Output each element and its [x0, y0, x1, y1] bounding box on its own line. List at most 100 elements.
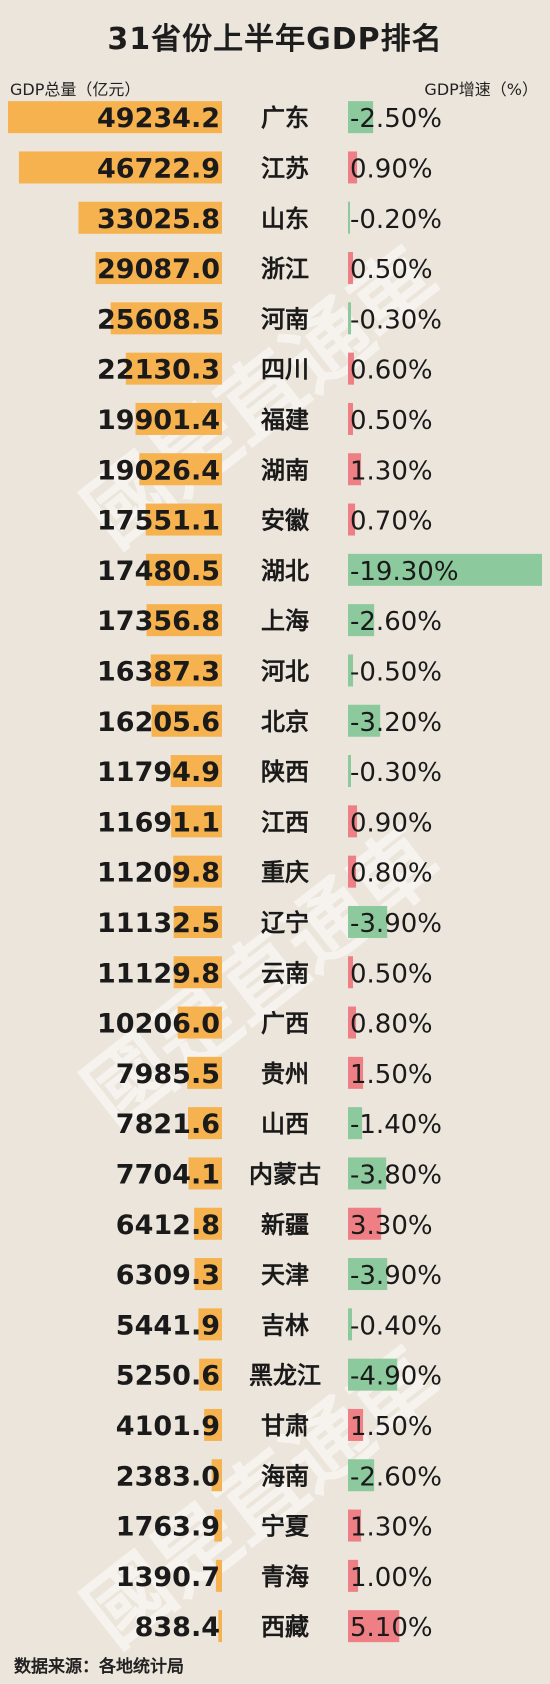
province-label: 河南	[261, 305, 309, 333]
growth-bar	[348, 1358, 398, 1391]
growth-value-label: -3.90%	[350, 1261, 442, 1291]
gdp-bar	[194, 1207, 222, 1240]
gdp-value-label: 2383.0	[116, 1461, 220, 1492]
growth-value-label: -0.40%	[350, 1311, 442, 1341]
gdp-bar	[139, 453, 222, 486]
growth-bar	[348, 503, 356, 536]
gdp-bar	[188, 1107, 222, 1140]
province-label: 广东	[261, 104, 309, 132]
province-label: 吉林	[261, 1311, 309, 1339]
growth-bar	[348, 1157, 387, 1190]
province-label: 宁夏	[261, 1513, 310, 1541]
growth-value-label: 3.30%	[350, 1211, 433, 1241]
province-label: 江苏	[261, 154, 309, 182]
growth-bar	[348, 1509, 362, 1542]
gdp-bar	[18, 151, 223, 184]
growth-value-label: -0.30%	[350, 305, 442, 335]
province-label: 新疆	[261, 1211, 309, 1239]
growth-bar	[348, 402, 354, 435]
province-label: 广西	[261, 1010, 309, 1038]
province-label: 福建	[260, 406, 309, 434]
gdp-value-label: 25608.5	[97, 304, 220, 335]
growth-bar	[348, 905, 388, 938]
growth-value-label: -0.30%	[350, 758, 442, 788]
province-label: 黑龙江	[249, 1362, 321, 1390]
gdp-bar	[218, 1610, 222, 1643]
gdp-value-label: 11129.8	[97, 958, 220, 989]
gdp-bar	[145, 503, 222, 536]
gdp-value-label: 46722.9	[97, 153, 220, 184]
gdp-value-label: 11794.9	[97, 757, 220, 788]
growth-bar	[348, 553, 542, 586]
gdp-bar	[151, 704, 222, 737]
province-label: 海南	[261, 1462, 309, 1490]
province-label: 陕西	[261, 758, 309, 786]
province-label: 青海	[261, 1563, 309, 1591]
growth-bar	[348, 1056, 364, 1089]
gdp-bar	[211, 1459, 222, 1492]
gdp-bar	[125, 352, 222, 385]
province-label: 江西	[261, 808, 309, 836]
gdp-bar	[146, 553, 222, 586]
province-label: 天津	[261, 1261, 309, 1289]
gdp-value-label: 29087.0	[97, 254, 220, 285]
gdp-bar	[173, 905, 222, 938]
gdp-bar	[198, 1308, 222, 1341]
growth-value-label: 0.70%	[350, 507, 433, 537]
gdp-bar	[8, 101, 222, 134]
chart-title: 31省份上半年GDP排名	[107, 22, 443, 57]
gdp-growth-header: GDP增速（%）	[424, 80, 538, 99]
gdp-value-label: 1390.7	[116, 1562, 220, 1593]
province-label: 河北	[261, 657, 309, 685]
growth-value-label: -3.80%	[350, 1160, 442, 1190]
growth-value-label: -1.40%	[350, 1110, 442, 1140]
growth-value-label: 0.50%	[350, 406, 433, 436]
gdp-bar	[215, 1559, 222, 1592]
province-label: 北京	[261, 708, 309, 736]
gdp-bar	[170, 755, 222, 788]
growth-bar	[348, 1610, 400, 1643]
gdp-value-label: 17480.5	[97, 556, 220, 587]
growth-value-label: 0.50%	[350, 959, 433, 989]
gdp-value-label: 19026.4	[97, 455, 220, 486]
province-label: 云南	[261, 959, 309, 987]
growth-bar	[348, 604, 375, 637]
province-label: 甘肃	[261, 1412, 309, 1440]
gdp-bar	[173, 855, 222, 888]
growth-value-label: 5.10%	[350, 1613, 433, 1643]
growth-bar	[348, 1258, 388, 1291]
gdp-bar	[199, 1358, 222, 1391]
gdp-value-label: 11209.8	[97, 858, 220, 889]
gdp-bar	[135, 402, 222, 435]
gdp-bar	[194, 1258, 222, 1291]
gdp-value-label: 838.4	[135, 1612, 220, 1643]
growth-bar	[348, 956, 354, 989]
growth-value-label: -0.50%	[350, 657, 442, 687]
province-label: 山东	[261, 205, 309, 233]
growth-bar	[348, 1459, 375, 1492]
growth-value-label: 0.90%	[350, 154, 433, 184]
gdp-value-label: 5250.6	[116, 1361, 220, 1392]
gdp-bar	[187, 1056, 222, 1089]
gdp-value-label: 16387.3	[97, 656, 220, 687]
province-label: 安徽	[261, 507, 310, 535]
gdp-value-label: 17356.8	[97, 606, 220, 637]
growth-value-label: 1.30%	[350, 456, 433, 486]
gdp-bar	[214, 1509, 222, 1542]
gdp-bar	[95, 252, 222, 285]
gdp-value-label: 10206.0	[97, 1009, 220, 1040]
growth-bar	[348, 201, 351, 234]
growth-bar	[348, 101, 374, 134]
growth-value-label: 0.80%	[350, 1010, 433, 1040]
growth-bar	[348, 252, 354, 285]
growth-value-label: -2.50%	[350, 104, 442, 134]
province-label: 上海	[261, 607, 309, 635]
gdp-bar	[110, 302, 222, 335]
growth-value-label: 0.60%	[350, 356, 433, 386]
growth-value-label: 0.90%	[350, 808, 433, 838]
gdp-bar	[177, 1006, 222, 1039]
growth-value-label: 0.80%	[350, 859, 433, 889]
province-label: 重庆	[261, 859, 309, 887]
gdp-bar	[171, 805, 222, 838]
gdp-total-header: GDP总量（亿元）	[10, 80, 141, 99]
